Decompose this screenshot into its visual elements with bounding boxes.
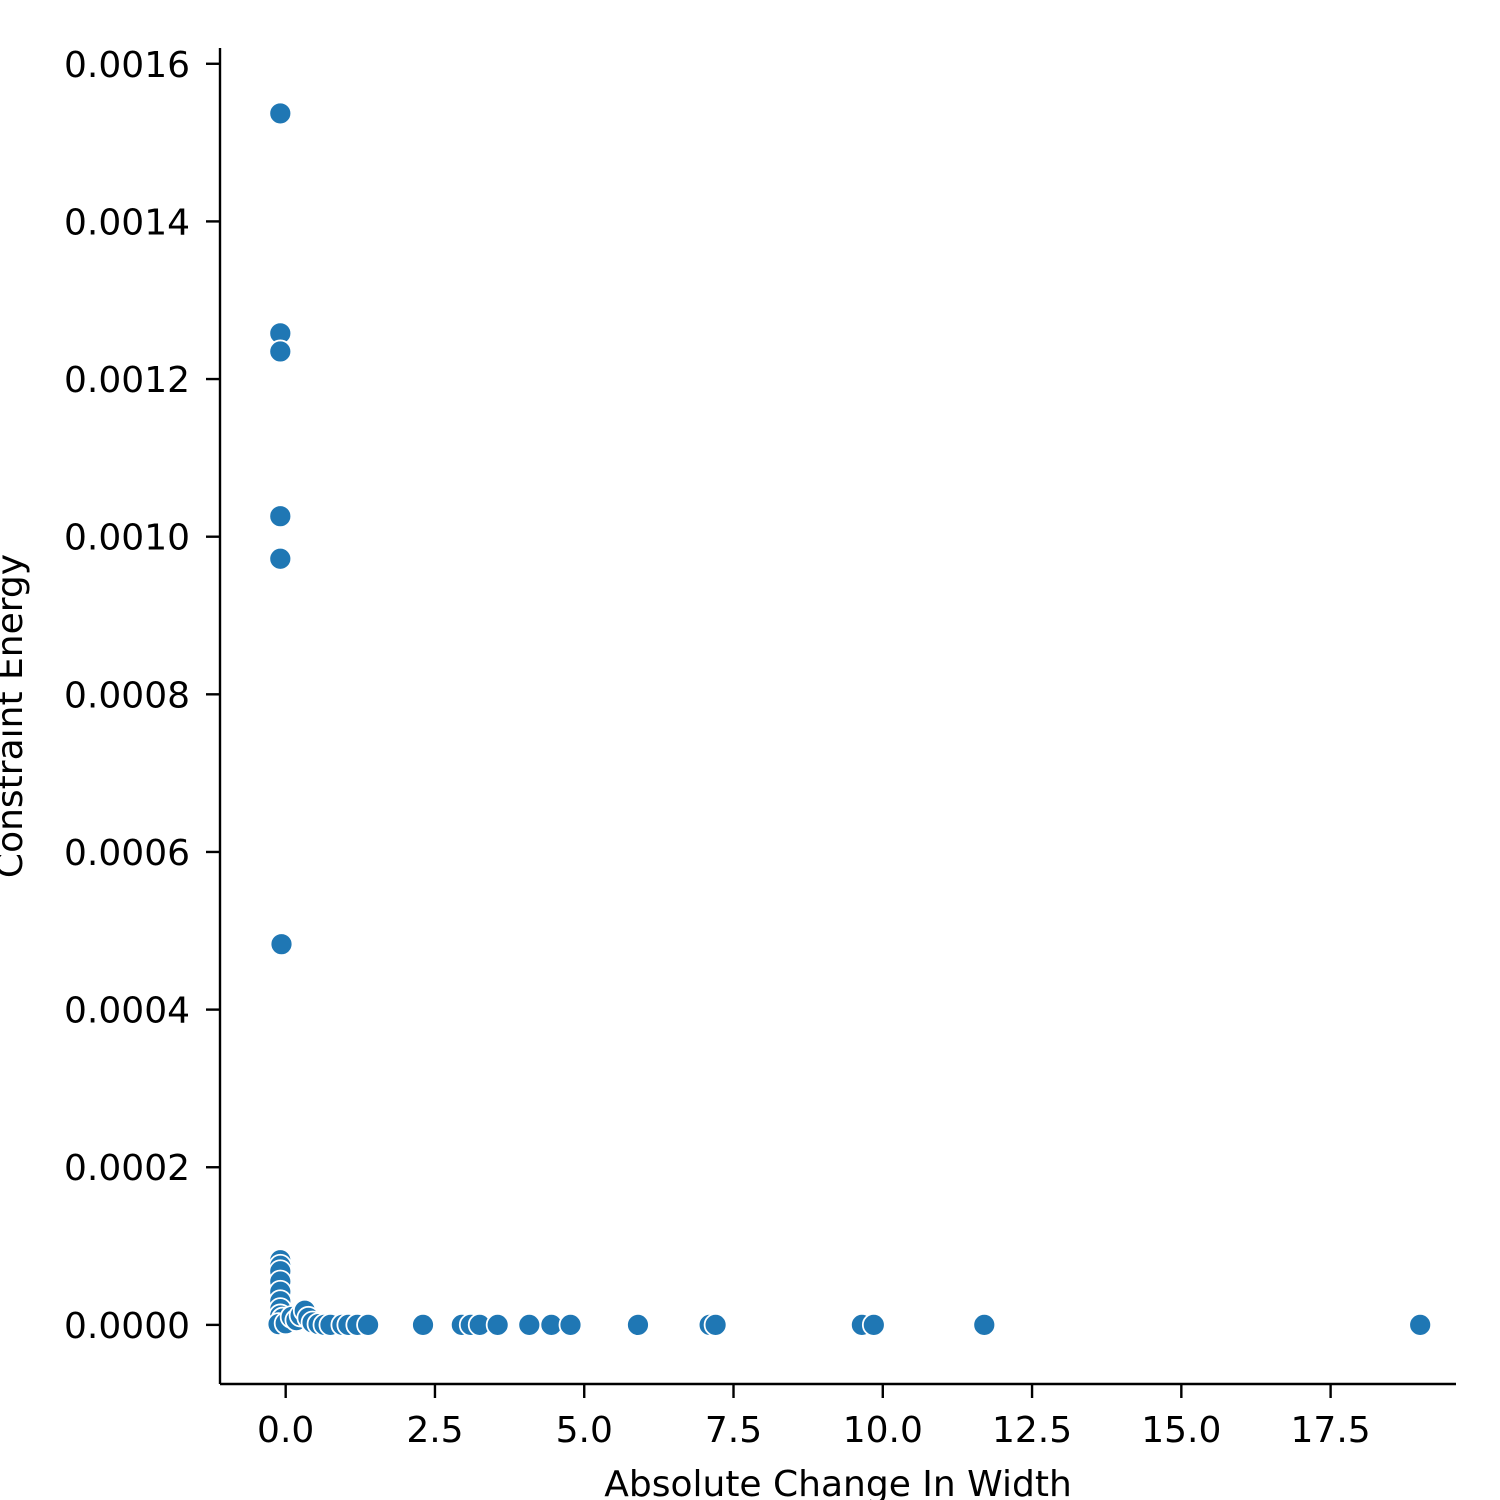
x-tick-label: 2.5 bbox=[406, 1410, 463, 1451]
x-tick-label: 7.5 bbox=[705, 1410, 762, 1451]
data-point bbox=[356, 1312, 380, 1337]
data-point bbox=[268, 101, 293, 126]
y-tick-label: 0.0008 bbox=[64, 675, 190, 716]
y-axis-label: Constraint Energy bbox=[0, 554, 31, 878]
x-tick-label: 17.5 bbox=[1291, 1410, 1371, 1451]
data-point bbox=[268, 546, 293, 571]
data-point bbox=[861, 1312, 886, 1337]
x-tick-label: 15.0 bbox=[1141, 1410, 1221, 1451]
scatter-points bbox=[266, 101, 1433, 1337]
data-point bbox=[268, 339, 293, 364]
x-tick-label: 10.0 bbox=[843, 1410, 923, 1451]
y-tick-label: 0.0006 bbox=[64, 833, 190, 874]
x-tick-label: 5.0 bbox=[556, 1410, 613, 1451]
y-tick-label: 0.0016 bbox=[64, 45, 190, 86]
y-tick-label: 0.0012 bbox=[64, 360, 190, 401]
data-point bbox=[626, 1312, 650, 1337]
x-tick-label: 0.0 bbox=[257, 1410, 314, 1451]
data-point bbox=[517, 1312, 542, 1337]
y-axis-ticks: 0.0000 0.0002 0.0004 0.0006 0.0008 0.0010 0.00… bbox=[64, 45, 220, 1347]
data-point bbox=[411, 1312, 435, 1337]
x-axis-label: Absolute Change In Width bbox=[604, 1464, 1072, 1500]
y-tick-label: 0.0004 bbox=[64, 991, 190, 1032]
data-point bbox=[558, 1312, 583, 1337]
data-point bbox=[703, 1312, 728, 1337]
data-point bbox=[972, 1312, 997, 1337]
y-tick-label: 0.0000 bbox=[64, 1306, 190, 1347]
y-tick-label: 0.0014 bbox=[64, 202, 190, 243]
y-tick-label: 0.0010 bbox=[64, 518, 190, 559]
data-point bbox=[1408, 1312, 1433, 1337]
x-tick-label: 12.5 bbox=[992, 1410, 1072, 1451]
data-point bbox=[485, 1312, 510, 1337]
x-axis-ticks: 0.0 2.5 5.0 7.5 10.0 12.5 15.0 17.5 bbox=[257, 1384, 1371, 1451]
y-tick-label: 0.0002 bbox=[64, 1148, 190, 1189]
data-point bbox=[268, 504, 293, 529]
data-point bbox=[269, 932, 294, 957]
